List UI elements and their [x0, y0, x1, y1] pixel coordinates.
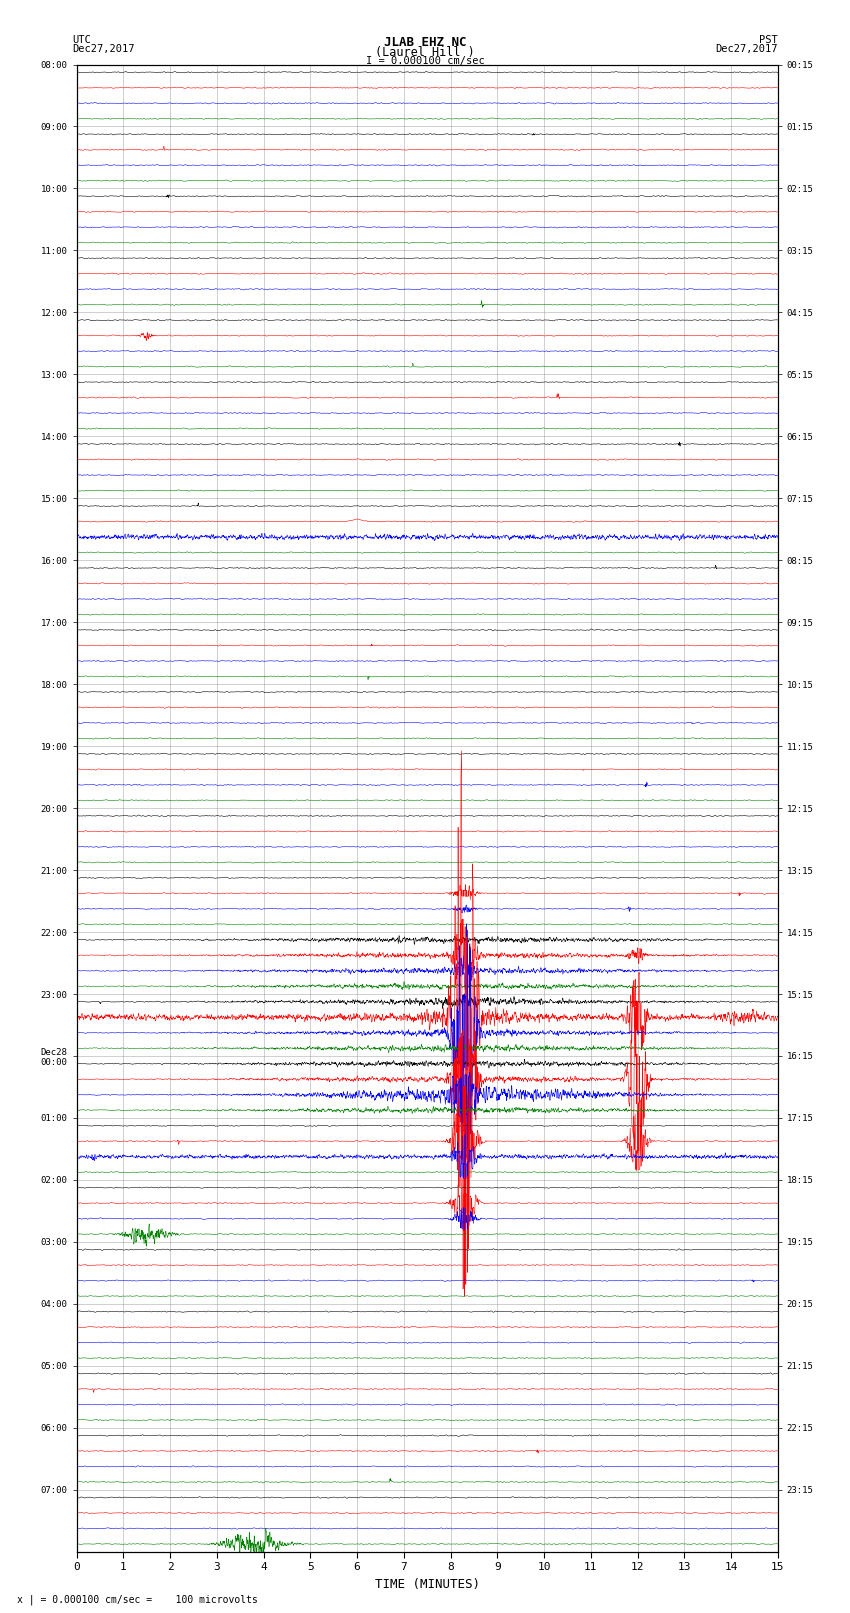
Text: PST: PST — [759, 35, 778, 45]
Text: Dec27,2017: Dec27,2017 — [72, 44, 135, 55]
Text: Dec27,2017: Dec27,2017 — [715, 44, 778, 55]
Text: I = 0.000100 cm/sec: I = 0.000100 cm/sec — [366, 56, 484, 66]
Text: x | = 0.000100 cm/sec =    100 microvolts: x | = 0.000100 cm/sec = 100 microvolts — [17, 1594, 258, 1605]
Text: (Laurel Hill ): (Laurel Hill ) — [375, 45, 475, 60]
X-axis label: TIME (MINUTES): TIME (MINUTES) — [375, 1578, 479, 1590]
Text: JLAB EHZ NC: JLAB EHZ NC — [383, 37, 467, 50]
Text: UTC: UTC — [72, 35, 91, 45]
